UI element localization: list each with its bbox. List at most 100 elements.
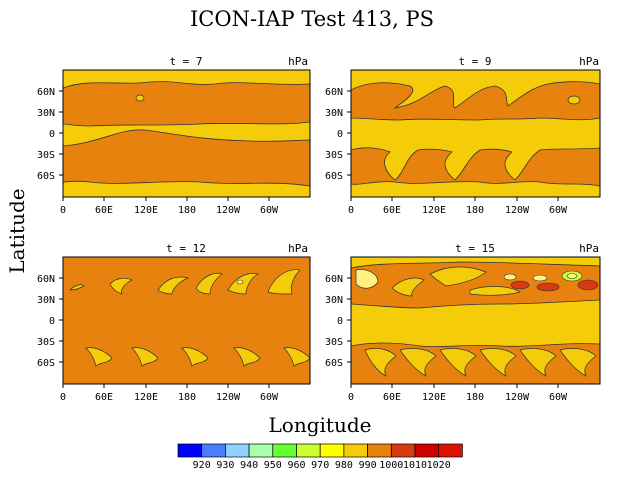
colorbar-label: 1020 — [427, 460, 451, 471]
x-ticks: 0 60E 120E 180 120W 60W — [60, 384, 279, 403]
colorbar-swatch — [177, 443, 203, 458]
panel-units: hPa — [288, 55, 308, 68]
y-axis-title: Latitude — [5, 188, 29, 273]
y-ticks: 60N 30N 0 30S 60S — [325, 274, 351, 369]
colorbar-label: 980 — [335, 460, 353, 471]
y-tick-label: 30N — [325, 295, 343, 306]
y-tick-label: 60N — [37, 87, 55, 98]
x-ticks: 0 60E 120E 180 120W 60W — [348, 384, 568, 403]
y-ticks: 60N 30N 0 30S 60S — [325, 87, 351, 182]
x-tick-label: 60E — [95, 205, 113, 216]
panel-t12: t = 12 hPa 0 60E — [37, 242, 311, 403]
southern-crescents — [85, 347, 310, 367]
y-tick-label: 0 — [49, 316, 55, 327]
x-tick-label: 180 — [466, 205, 484, 216]
colorbar: 920 930 940 950 960 970 980 990 1000 1010 1020 — [177, 443, 463, 471]
y-tick-label: 60S — [325, 358, 343, 369]
y-tick-label: 60N — [325, 87, 343, 98]
colorbar-label: 1000 — [379, 460, 403, 471]
x-tick-label: 60E — [95, 392, 113, 403]
band-1000-north — [63, 81, 310, 127]
x-tick-label: 60E — [383, 392, 401, 403]
panel-title: t = 12 — [166, 242, 206, 255]
y-tick-label: 0 — [337, 129, 343, 140]
colorbar-swatch — [367, 443, 392, 458]
colorbar-swatch — [319, 443, 345, 458]
x-tick-label: 120W — [216, 392, 241, 403]
y-tick-label: 60S — [37, 358, 55, 369]
colorbar-label: 930 — [216, 460, 234, 471]
colorbar-swatch — [201, 443, 226, 458]
x-tick-label: 120E — [422, 205, 446, 216]
x-tick-label: 60W — [260, 205, 279, 216]
band-1000-south — [351, 147, 600, 187]
northern-crescents — [69, 269, 301, 295]
chart-title: ICON-IAP Test 413, PS — [190, 7, 434, 31]
colorbar-swatch — [343, 443, 368, 458]
colorbar-label: 960 — [287, 460, 305, 471]
panel-title: t = 9 — [458, 55, 491, 68]
panel-units: hPa — [579, 55, 599, 68]
panel-units: hPa — [288, 242, 308, 255]
field-1000 — [63, 257, 310, 384]
y-tick-label: 30S — [37, 337, 55, 348]
y-tick-label: 30S — [325, 337, 343, 348]
x-ticks: 0 60E 120E 180 120W 60W — [60, 197, 279, 216]
x-axis-title: Longitude — [269, 413, 372, 437]
x-tick-label: 60W — [549, 205, 568, 216]
y-tick-label: 30N — [37, 108, 55, 119]
colorbar-label: 950 — [264, 460, 282, 471]
x-tick-label: 60W — [260, 392, 279, 403]
band-1000-north — [351, 261, 600, 309]
y-tick-label: 60N — [37, 274, 55, 285]
x-tick-label: 0 — [60, 392, 66, 403]
x-tick-label: 120E — [134, 205, 158, 216]
closed-contour — [135, 94, 145, 102]
band-1000-north — [351, 81, 600, 121]
x-tick-label: 0 — [348, 205, 354, 216]
colorbar-label: 1010 — [403, 460, 427, 471]
x-tick-label: 120E — [422, 392, 446, 403]
x-tick-label: 0 — [348, 392, 354, 403]
colorbar-swatch — [296, 443, 321, 458]
colorbar-label: 940 — [240, 460, 258, 471]
y-tick-label: 60S — [325, 171, 343, 182]
y-tick-label: 30S — [325, 150, 343, 161]
colorbar-label: 920 — [193, 460, 211, 471]
y-tick-label: 30S — [37, 150, 55, 161]
panel-title: t = 15 — [455, 242, 495, 255]
x-tick-label: 120W — [505, 205, 530, 216]
colorbar-swatch — [438, 443, 463, 458]
y-tick-label: 0 — [49, 129, 55, 140]
panel-units: hPa — [579, 242, 599, 255]
colorbar-swatch — [272, 443, 297, 458]
closed-contour — [567, 95, 581, 105]
colorbar-swatch — [390, 443, 416, 458]
y-tick-label: 30N — [325, 108, 343, 119]
x-tick-label: 60E — [383, 205, 401, 216]
panel-t9: t = 9 hPa 0 60E 120E 180 120W 60W 60N 30… — [325, 55, 601, 216]
x-tick-label: 180 — [178, 205, 196, 216]
colorbar-label: 990 — [359, 460, 377, 471]
panel-title: t = 7 — [169, 55, 202, 68]
x-ticks: 0 60E 120E 180 120W 60W — [348, 197, 568, 216]
y-tick-label: 60S — [37, 171, 55, 182]
colorbar-swatch — [225, 443, 250, 458]
colorbar-swatch — [414, 443, 440, 458]
y-tick-label: 30N — [37, 295, 55, 306]
panel-t15: t = 15 hPa — [325, 242, 601, 403]
panel-t7: t = 7 hPa 0 60E 120E 180 120W 60W 60N 30… — [37, 55, 311, 216]
x-tick-label: 120W — [505, 392, 530, 403]
y-tick-label: 0 — [337, 316, 343, 327]
x-tick-label: 180 — [178, 392, 196, 403]
y-ticks: 60N 30N 0 30S 60S — [37, 87, 63, 182]
y-ticks: 60N 30N 0 30S 60S — [37, 274, 63, 369]
x-tick-label: 0 — [60, 205, 66, 216]
x-tick-label: 60W — [549, 392, 568, 403]
x-tick-label: 180 — [466, 392, 484, 403]
y-tick-label: 60N — [325, 274, 343, 285]
x-tick-label: 120W — [216, 205, 241, 216]
colorbar-swatch — [248, 443, 274, 458]
x-tick-label: 120E — [134, 392, 158, 403]
